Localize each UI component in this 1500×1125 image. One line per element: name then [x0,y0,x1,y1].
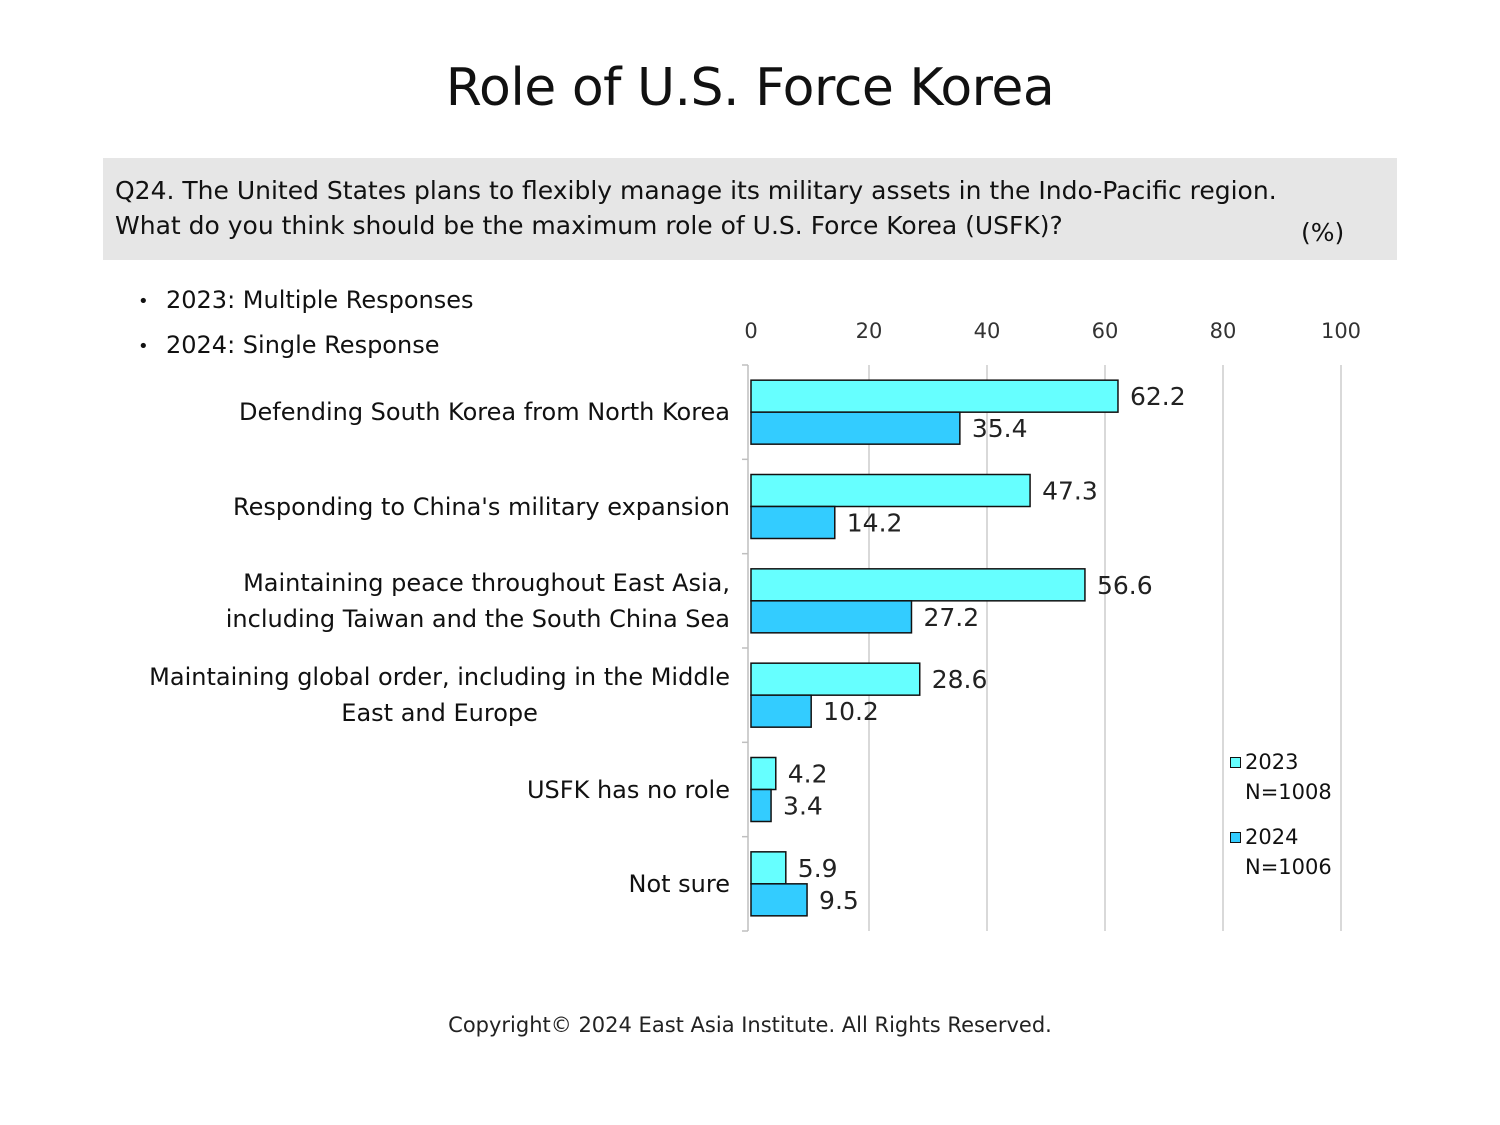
category-label: Defending South Korea from North Korea [239,394,730,430]
data-label-2024: 14.2 [847,509,903,538]
bar-2024 [750,411,961,445]
category-label-line: USFK has no role [526,775,730,804]
note-2024: • 2024: Single Response [138,331,439,359]
bar-2024 [750,883,808,917]
category-label: USFK has no role [527,772,730,808]
bar-2024 [750,600,913,634]
legend-swatch-2023 [1230,757,1241,768]
data-label-2023: 62.2 [1130,382,1186,411]
category-label-line: Maintaining peace throughout East Asia, [243,568,730,597]
bar-2023 [750,662,921,696]
category-label-line: Defending South Korea from North Korea [239,398,730,427]
bar-2023 [750,756,777,791]
data-label-2024: 27.2 [923,603,979,632]
bar-2023 [750,379,1119,413]
note-2023: • 2023: Multiple Responses [138,286,474,314]
data-label-2024: 35.4 [972,414,1028,443]
chart-title: Role of U.S. Force Korea [445,58,1055,118]
legend-label-2023: 2023 [1245,750,1299,774]
data-label-2024: 3.4 [783,792,823,821]
unit-label: (%) [1301,218,1345,247]
data-label-2023: 28.6 [932,665,988,694]
data-label-2023: 4.2 [788,760,828,789]
note-text: 2023: Multiple Responses [166,286,474,314]
category-label-line: East and Europe [341,699,538,728]
bar-2024 [750,788,772,823]
bar-2024 [750,505,836,540]
x-tick-label: 40 [974,319,1001,343]
bar-2023 [750,473,1031,508]
category-label: Not sure [629,866,731,902]
x-tick-label: 20 [856,319,883,343]
category-label: Responding to China's military expansion [233,489,730,525]
bullet-icon: • [138,290,149,312]
category-label: Maintaining peace throughout East Asia, i… [226,565,730,637]
x-tick-label: 60 [1092,319,1119,343]
data-label-2023: 56.6 [1097,571,1153,600]
x-tick-label: 100 [1321,319,1361,343]
legend-n-2024: N=1006 [1245,855,1332,879]
category-label-line: including Taiwan and the South China Sea [225,604,730,633]
category-label: Maintaining global order, including in t… [149,659,730,731]
bar-2023 [750,568,1086,602]
category-label-line: Responding to China's military expansion [233,492,730,521]
legend-swatch-2024 [1230,832,1241,843]
legend-label-2024: 2024 [1245,825,1299,849]
bullet-icon: • [138,335,149,357]
question-box: Q24. The United States plans to flexibly… [103,158,1397,260]
category-label-line: Maintaining global order, including in t… [149,663,730,692]
x-tick-label: 0 [744,319,757,343]
question-line-2: What do you think should be the maximum … [115,211,1063,240]
question-line-1: Q24. The United States plans to flexibly… [115,176,1277,205]
bar-2024 [750,694,812,728]
legend-n-2023: N=1008 [1245,780,1332,804]
x-tick-label: 80 [1210,319,1237,343]
bar-2023 [750,851,787,885]
data-label-2023: 5.9 [798,854,838,883]
copyright: Copyright© 2024 East Asia Institute. All… [448,1013,1052,1037]
data-label-2024: 9.5 [819,886,859,915]
data-label-2023: 47.3 [1042,477,1098,506]
note-text: 2024: Single Response [166,331,440,359]
category-label-line: Not sure [628,869,731,898]
data-label-2024: 10.2 [823,697,879,726]
